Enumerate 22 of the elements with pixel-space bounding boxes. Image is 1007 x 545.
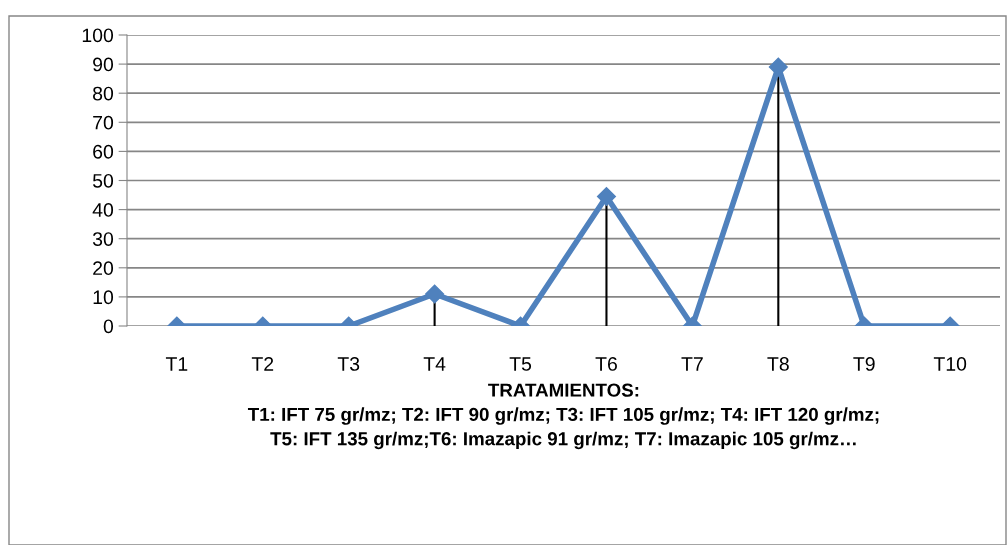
y-tick-label: 0 xyxy=(103,319,114,334)
x-tick-label: T10 xyxy=(933,357,967,371)
y-tick-label: 100 xyxy=(82,28,114,43)
x-tick-label: T6 xyxy=(595,357,617,371)
x-tick-label: T2 xyxy=(251,357,274,371)
y-tick-label: 60 xyxy=(93,144,114,159)
y-tick-label: 40 xyxy=(92,203,114,217)
y-tick-label: 20 xyxy=(93,261,114,276)
x-tick-label: T4 xyxy=(423,357,446,371)
x-axis-title: TRATAMIENTOS: T1: IFT 75 gr/mz; T2: IFT 90 gr/mz; T3: IFT 105 gr/mz; T4: IFT 120 gr/mz; T5: IFT 135 gr/mz;T6: Imazapic 91 gr/mz; T7: Imazapic 105 gr/mz… xyxy=(247,383,879,450)
y-tick-label: 90 xyxy=(93,57,114,72)
x-tick-label: T9 xyxy=(853,357,875,371)
y-tick-label: 70 xyxy=(93,115,114,130)
x-tick-label: T8 xyxy=(767,357,789,371)
y-tick-label: 10 xyxy=(93,290,114,305)
x-tick-label: T3 xyxy=(337,357,360,371)
x-tick-label: T5 xyxy=(509,357,532,371)
y-tick-label: 80 xyxy=(93,86,114,101)
x-tick-label: T7 xyxy=(681,357,703,371)
y-tick-label: 30 xyxy=(92,232,114,246)
x-tick-label: T1 xyxy=(165,357,188,371)
y-tick-label: 50 xyxy=(92,173,114,188)
